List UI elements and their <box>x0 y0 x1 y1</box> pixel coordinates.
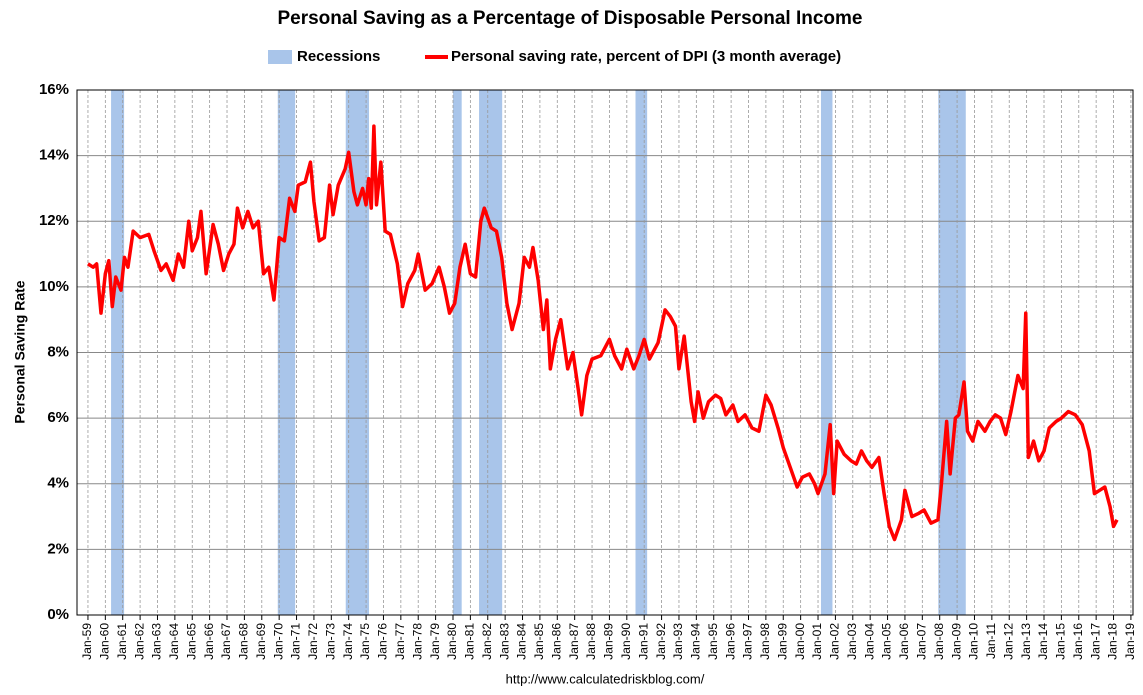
data-line <box>87 124 1119 542</box>
x-tick-label: Jan-93 <box>671 623 685 660</box>
x-tick-label: Jan-18 <box>1106 623 1120 660</box>
x-tick-label: Jan-04 <box>862 623 876 660</box>
y-tick-label: 6% <box>47 409 69 426</box>
x-tick-label: Jan-09 <box>949 623 963 660</box>
x-tick-label: Jan-65 <box>184 623 198 660</box>
x-tick-label: Jan-81 <box>463 623 477 660</box>
x-tick-label: Jan-08 <box>932 623 946 660</box>
x-tick-label: Jan-92 <box>654 623 668 660</box>
x-tick-label: Jan-14 <box>1036 623 1050 660</box>
x-tick-label: Jan-73 <box>323 623 337 660</box>
x-tick-label: Jan-71 <box>289 623 303 660</box>
x-tick-label: Jan-97 <box>741 623 755 660</box>
x-tick-label: Jan-89 <box>602 623 616 660</box>
x-tick-label: Jan-75 <box>358 623 372 660</box>
chart-title: Personal Saving as a Percentage of Dispo… <box>277 8 862 29</box>
x-tick-label: Jan-61 <box>115 623 129 660</box>
x-tick-label: Jan-70 <box>271 623 285 660</box>
y-axis-label: Personal Saving Rate <box>12 280 28 423</box>
source: http://www.calculatedriskblog.com/ <box>506 671 705 686</box>
y-tick-label: 2% <box>47 540 69 557</box>
x-tick-label: Jan-63 <box>150 623 164 660</box>
x-tick-label: Jan-98 <box>758 623 772 660</box>
x-tick-label: Jan-79 <box>428 623 442 660</box>
x-tick-label: Jan-60 <box>98 623 112 660</box>
x-tick-label: Jan-13 <box>1019 623 1033 660</box>
x-tick-label: Jan-87 <box>567 623 581 660</box>
x-tick-label: Jan-95 <box>706 623 720 660</box>
x-tick-label: Jan-59 <box>80 623 94 660</box>
x-tick-label: Jan-00 <box>793 623 807 660</box>
x-tick-label: Jan-85 <box>532 623 546 660</box>
x-tick-label: Jan-06 <box>897 623 911 660</box>
x-tick-label: Jan-94 <box>689 623 703 660</box>
x-tick-label: Jan-62 <box>132 623 146 660</box>
y-tick-label: 0% <box>47 606 69 623</box>
y-tick-label: 8% <box>47 343 69 360</box>
x-tick-label: Jan-64 <box>167 623 181 660</box>
y-tick-label: 14% <box>39 147 69 164</box>
x-tick-label: Jan-88 <box>584 623 598 660</box>
x-tick-label: Jan-69 <box>254 623 268 660</box>
legend-label: Personal saving rate, percent of DPI (3 … <box>451 48 841 65</box>
x-tick-label: Jan-80 <box>445 623 459 660</box>
x-tick-label: Jan-12 <box>1001 623 1015 660</box>
x-tick-label: Jan-03 <box>845 623 859 660</box>
x-tick-label: Jan-90 <box>619 623 633 660</box>
x-tick-label: Jan-82 <box>480 623 494 660</box>
x-tick-label: Jan-72 <box>306 623 320 660</box>
x-tick-label: Jan-78 <box>410 623 424 660</box>
x-tick-label: Jan-84 <box>515 623 529 660</box>
x-tick-label: Jan-83 <box>497 623 511 660</box>
y-tick-label: 4% <box>47 475 69 492</box>
x-tick-label: Jan-86 <box>549 623 563 660</box>
x-tick-label: Jan-01 <box>810 623 824 660</box>
x-tick-label: Jan-16 <box>1071 623 1085 660</box>
x-tick-label: Jan-15 <box>1054 623 1068 660</box>
x-tick-label: Jan-66 <box>202 623 216 660</box>
x-tick-label: Jan-17 <box>1088 623 1102 660</box>
x-tick-label: Jan-74 <box>341 623 355 660</box>
legend-swatch <box>268 50 292 64</box>
plot-frame <box>76 89 1134 616</box>
x-tick-label: Jan-77 <box>393 623 407 660</box>
x-tick-label: Jan-99 <box>775 623 789 660</box>
x-tick-label: Jan-07 <box>914 623 928 660</box>
y-tick-label: 12% <box>39 212 69 229</box>
x-tick-label: Jan-10 <box>967 623 981 660</box>
x-tick-label: Jan-76 <box>376 623 390 660</box>
x-tick-label: Jan-02 <box>828 623 842 660</box>
x-tick-label: Jan-67 <box>219 623 233 660</box>
x-tick-label: Jan-11 <box>984 623 998 659</box>
y-tick-label: 16% <box>39 81 69 98</box>
legend-label: Recessions <box>297 48 380 65</box>
x-tick-label: Jan-05 <box>880 623 894 660</box>
x-tick-label: Jan-19 <box>1123 623 1137 660</box>
x-tick-label: Jan-96 <box>723 623 737 660</box>
y-tick-label: 10% <box>39 278 69 295</box>
x-tick-label: Jan-91 <box>636 623 650 660</box>
x-tick-label: Jan-68 <box>237 623 251 660</box>
